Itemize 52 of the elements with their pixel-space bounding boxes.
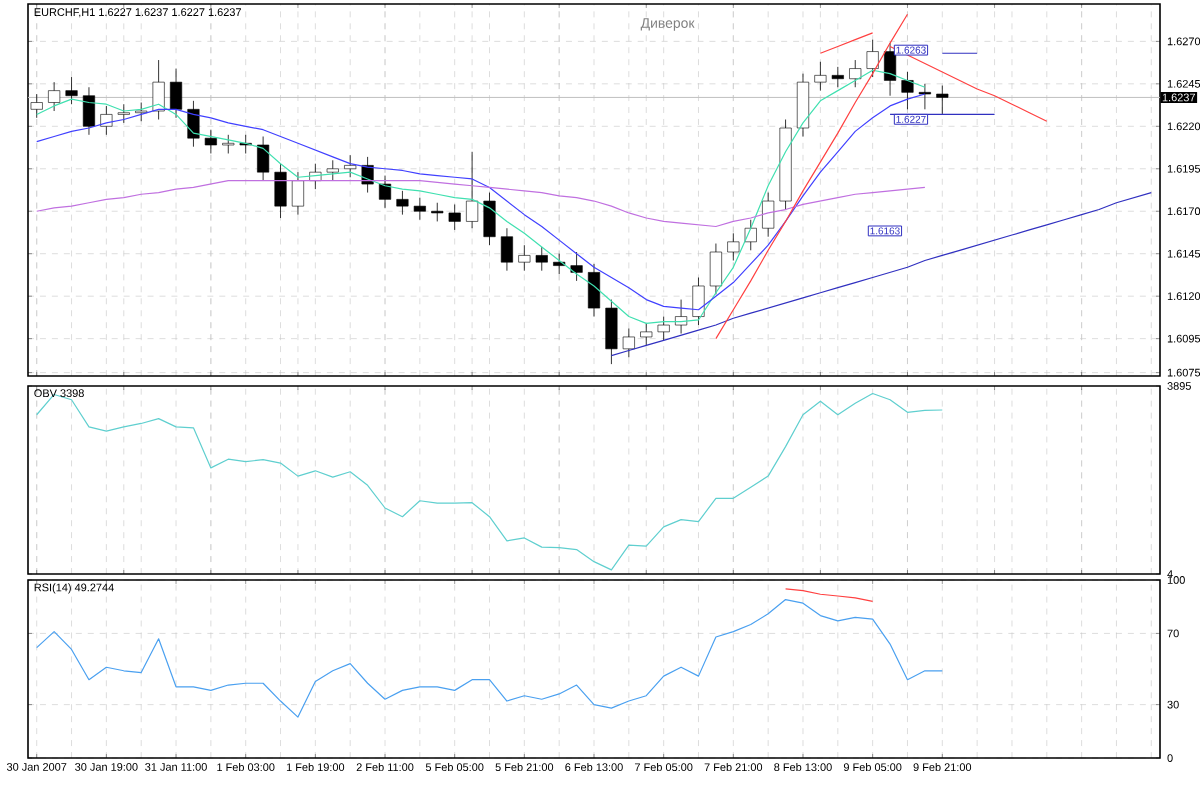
candlestick — [222, 134, 235, 154]
candlestick — [901, 71, 914, 110]
candlestick — [535, 246, 548, 272]
candlestick — [413, 197, 426, 221]
candlestick — [866, 39, 879, 78]
candlestick — [291, 171, 304, 216]
candlestick — [762, 192, 775, 238]
line-series — [784, 588, 874, 602]
candlestick — [152, 59, 165, 120]
candlestick — [169, 68, 183, 119]
line-series — [36, 598, 943, 718]
candlestick — [553, 253, 566, 275]
candlestick — [500, 227, 513, 272]
candlestick — [605, 299, 618, 365]
candlestick — [466, 151, 479, 229]
line-series — [819, 32, 874, 54]
candlestick — [378, 175, 392, 209]
candlestick — [709, 243, 722, 295]
candlestick — [344, 154, 357, 178]
line-series — [36, 392, 943, 571]
candlestick — [326, 159, 339, 182]
candlestick — [135, 102, 148, 122]
candlestick — [814, 61, 827, 92]
candlestick — [622, 328, 635, 358]
candlestick — [65, 76, 78, 105]
candlestick — [587, 263, 601, 317]
candlestick — [431, 202, 444, 222]
candlestick — [257, 136, 270, 182]
candlestick — [396, 190, 409, 216]
candlestick — [918, 83, 931, 110]
candlestick — [82, 86, 95, 136]
candlestick — [448, 204, 461, 231]
candlestick — [744, 219, 757, 251]
candlestick — [936, 85, 949, 115]
candlestick — [831, 66, 844, 88]
candlestick — [518, 244, 531, 272]
candlestick — [675, 299, 688, 334]
candlestick — [48, 81, 61, 112]
candlestick — [884, 42, 897, 97]
candlestick — [796, 73, 810, 137]
candlestick — [100, 105, 113, 136]
candlestick — [274, 163, 287, 219]
candlestick — [187, 100, 200, 148]
candlestick — [640, 322, 653, 346]
candlestick — [570, 251, 583, 282]
candlestick — [692, 277, 705, 326]
candlestick — [204, 129, 217, 154]
candlestick — [483, 192, 496, 246]
candlestick — [727, 232, 740, 261]
candlestick — [657, 316, 670, 341]
candlestick — [117, 103, 130, 124]
candlestick — [849, 59, 862, 88]
